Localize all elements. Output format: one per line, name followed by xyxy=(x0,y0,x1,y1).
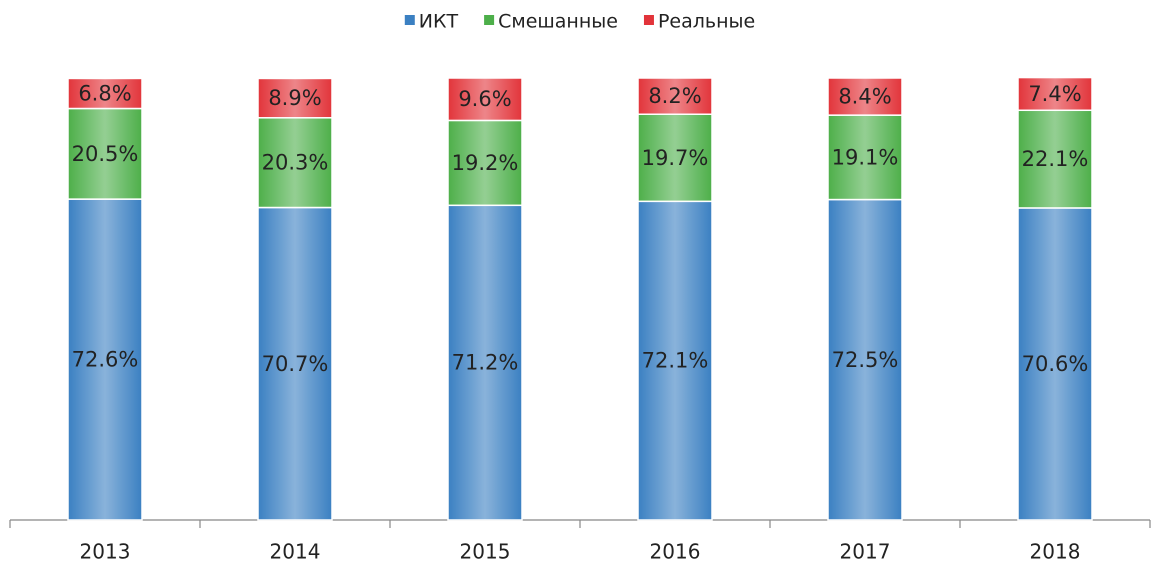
data-label: 20.3% xyxy=(262,151,329,175)
x-tick-label: 2015 xyxy=(460,540,511,564)
data-label: 8.9% xyxy=(268,86,321,110)
legend-label: Реальные xyxy=(658,11,755,33)
x-tick-label: 2013 xyxy=(80,540,131,564)
data-label: 22.1% xyxy=(1022,147,1089,171)
data-label: 9.6% xyxy=(458,87,511,111)
legend-label: Смешанные xyxy=(498,11,618,33)
x-tick-label: 2014 xyxy=(270,540,321,564)
data-label: 72.6% xyxy=(72,348,139,372)
data-label: 70.6% xyxy=(1022,352,1089,376)
data-label: 71.2% xyxy=(452,351,519,375)
data-label: 72.5% xyxy=(832,348,899,372)
x-tick-label: 2017 xyxy=(840,540,891,564)
data-label: 72.1% xyxy=(642,349,709,373)
data-label: 6.8% xyxy=(78,81,131,105)
x-tick-label: 2018 xyxy=(1030,540,1081,564)
data-label: 19.7% xyxy=(642,146,709,170)
legend-label: ИКТ xyxy=(419,11,459,33)
data-label: 7.4% xyxy=(1028,82,1081,106)
data-label: 19.1% xyxy=(832,145,899,169)
data-label: 8.2% xyxy=(648,84,701,108)
x-tick-label: 2016 xyxy=(650,540,701,564)
legend-swatch xyxy=(484,15,495,25)
data-label: 19.2% xyxy=(452,151,519,175)
data-label: 20.5% xyxy=(72,142,139,166)
data-label: 70.7% xyxy=(262,352,329,376)
legend-swatch xyxy=(643,15,654,25)
data-label: 8.4% xyxy=(838,85,891,109)
legend-swatch xyxy=(404,15,415,25)
